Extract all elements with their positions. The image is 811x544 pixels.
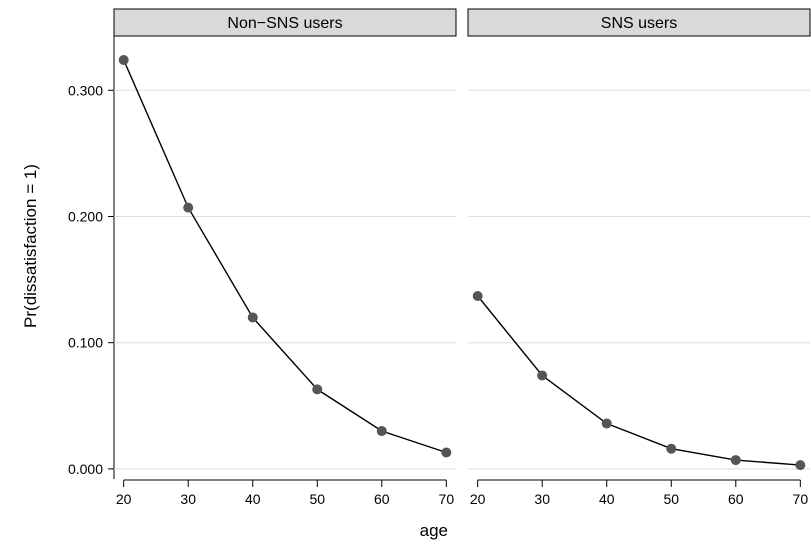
sns-panel-data-point (730, 455, 741, 466)
non-sns-panel-data-point (247, 312, 258, 323)
y-axis-title: Pr(dissatisfaction = 1) (21, 164, 40, 328)
sns-panel-x-tick-label: 70 (793, 491, 809, 507)
non-sns-panel-x-tick-label: 60 (374, 491, 390, 507)
y-tick-label: 0.200 (68, 208, 103, 224)
sns-panel-strip (467, 8, 811, 37)
y-tick-label: 0.100 (68, 335, 103, 351)
sns-panel-x-tick-label: 20 (470, 491, 486, 507)
non-sns-panel-x-tick-label: 70 (439, 491, 455, 507)
sns-panel-data-point (601, 418, 612, 429)
sns-panel-x-tick-label: 60 (728, 491, 744, 507)
sns-panel-data-point (537, 370, 548, 381)
non-sns-panel-data-point (118, 54, 129, 65)
non-sns-panel-x-tick-label: 50 (309, 491, 325, 507)
sns-panel-x-tick-label: 50 (663, 491, 679, 507)
y-tick-label: 0.000 (68, 461, 103, 477)
sns-panel-x-tick-label: 40 (599, 491, 615, 507)
non-sns-panel-strip-label: Non−SNS users (227, 15, 342, 32)
sns-panel-series-line (477, 295, 801, 466)
non-sns-panel-data-point (376, 426, 387, 437)
non-sns-panel-data-point (312, 384, 323, 395)
non-sns-panel-x-tick-label: 20 (116, 491, 132, 507)
sns-panel-data-point (795, 460, 806, 471)
non-sns-panel-x-tick-label: 40 (245, 491, 261, 507)
sns-panel-x-tick-label: 30 (534, 491, 550, 507)
sns-panel-data-point (666, 443, 677, 454)
non-sns-panel-data-point (183, 202, 194, 213)
sns-panel-strip-label: SNS users (601, 15, 677, 32)
non-sns-panel-strip (113, 8, 457, 37)
non-sns-panel-data-point (441, 447, 452, 458)
non-sns-panel-series-line (123, 59, 447, 454)
chart-root: 0.000 0.100 0.200 0.300 Non−SNS users 20 30 40 5… (68, 8, 811, 507)
non-sns-panel-x-tick-label: 30 (180, 491, 196, 507)
x-axis-title: age (420, 521, 448, 540)
y-tick-label: 0.300 (68, 82, 103, 98)
sns-panel-data-point (472, 290, 483, 301)
